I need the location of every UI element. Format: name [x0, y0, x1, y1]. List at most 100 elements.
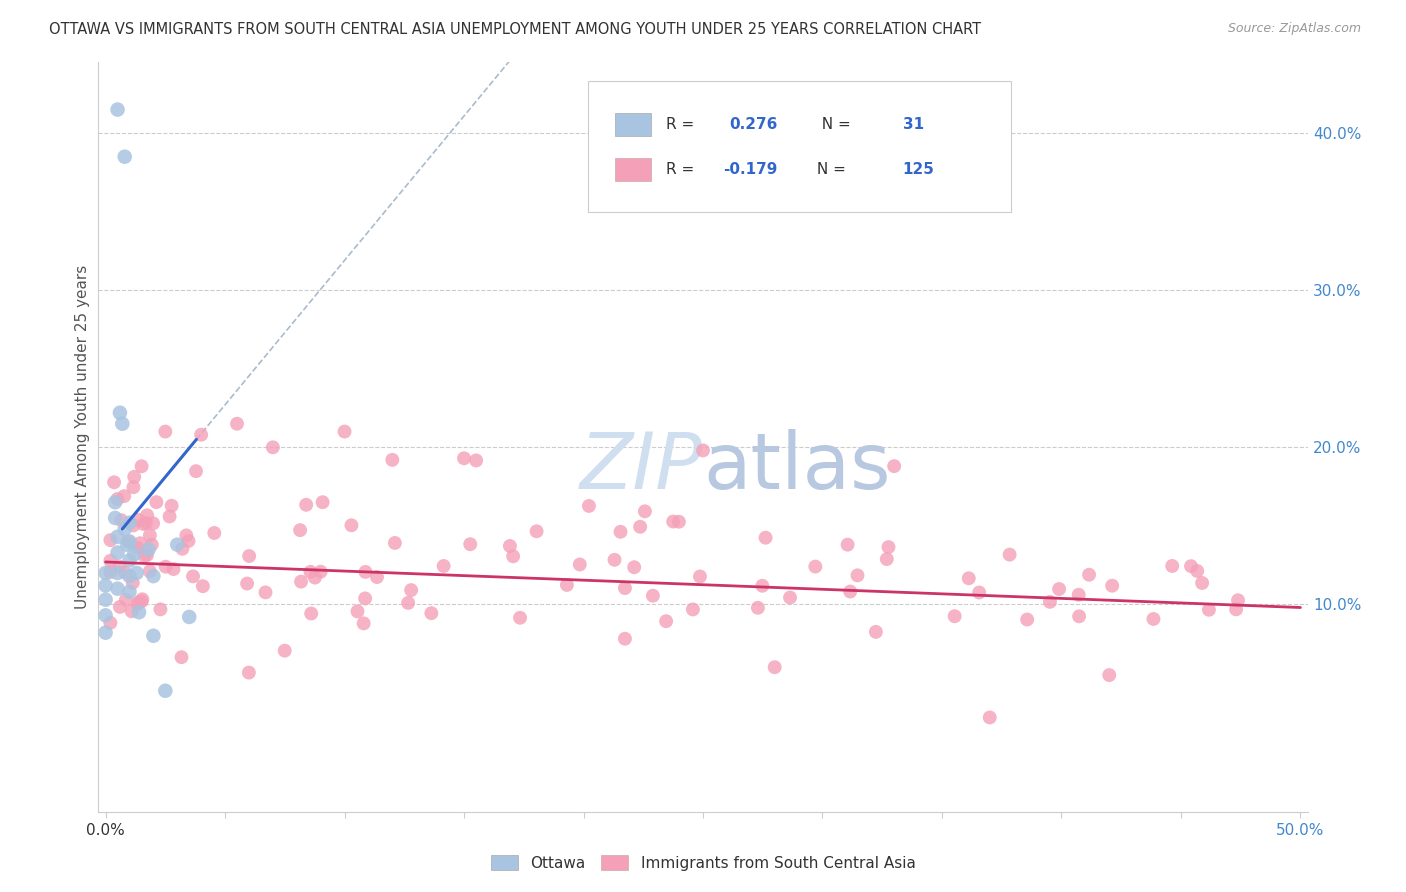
Point [118, 534, 141, 549]
Point [160, 499, 183, 513]
Point [114, 566, 136, 580]
Point [420, 606, 443, 620]
Point [141, 538, 163, 552]
Point [135, 516, 157, 530]
Point [1161, 558, 1184, 573]
Point [127, 513, 149, 527]
Text: 50.0%: 50.0% [1277, 822, 1324, 838]
Point [145, 495, 167, 509]
Point [779, 591, 801, 605]
Point [603, 553, 626, 567]
Point [170, 650, 193, 665]
Point [655, 614, 678, 628]
Point [111, 417, 134, 431]
Point [94, 625, 117, 640]
Point [299, 607, 322, 621]
Text: 0.276: 0.276 [730, 117, 778, 132]
Point [98, 554, 121, 568]
Text: R =: R = [665, 117, 703, 132]
Point [578, 499, 600, 513]
Text: Source: ZipAtlas.com: Source: ZipAtlas.com [1227, 22, 1361, 36]
Point [94, 578, 117, 592]
Point [1067, 588, 1090, 602]
Text: N =: N = [811, 162, 851, 178]
Point [107, 566, 129, 580]
Point [142, 629, 165, 643]
Text: R =: R = [665, 162, 699, 178]
Point [340, 518, 363, 533]
Point [1142, 612, 1164, 626]
Point [754, 531, 776, 545]
Point [131, 592, 153, 607]
Point [254, 585, 277, 599]
Point [613, 632, 636, 646]
Point [98, 615, 121, 630]
Point [979, 710, 1001, 724]
Point [122, 518, 145, 533]
Point [634, 504, 657, 518]
Point [526, 524, 548, 539]
Point [122, 470, 145, 484]
Point [162, 562, 184, 576]
Point [131, 594, 153, 608]
Point [118, 569, 141, 583]
Point [384, 536, 406, 550]
Point [1039, 595, 1062, 609]
Point [238, 549, 260, 563]
Point [98, 565, 121, 579]
Point [353, 616, 375, 631]
Text: -0.179: -0.179 [724, 162, 778, 178]
Point [366, 570, 388, 584]
Point [138, 542, 160, 557]
Point [226, 417, 249, 431]
Point [108, 599, 131, 614]
Point [1101, 579, 1123, 593]
Point [1225, 602, 1247, 616]
Point [136, 548, 159, 562]
Point [623, 560, 645, 574]
Point [131, 459, 153, 474]
Point [107, 530, 129, 544]
Point [128, 595, 150, 609]
Text: ZIP: ZIP [581, 429, 703, 505]
Point [179, 610, 201, 624]
Point [299, 565, 322, 579]
Point [309, 565, 332, 579]
Point [155, 683, 177, 698]
Point [839, 584, 862, 599]
Point [118, 553, 141, 567]
Point [107, 582, 129, 596]
Point [628, 520, 651, 534]
Point [107, 491, 129, 506]
Point [555, 578, 578, 592]
Point [118, 516, 141, 530]
Point [346, 604, 368, 618]
Point [692, 443, 714, 458]
Point [94, 608, 117, 623]
Point [837, 538, 859, 552]
Point [115, 592, 138, 607]
Point [142, 569, 165, 583]
Point [609, 524, 631, 539]
Point [115, 538, 138, 552]
Point [957, 571, 980, 585]
Point [1047, 582, 1070, 596]
Point [295, 498, 318, 512]
Point [134, 549, 156, 563]
Point [877, 540, 900, 554]
Point [139, 528, 162, 542]
Point [1191, 576, 1213, 591]
Point [129, 536, 152, 550]
Point [110, 513, 132, 527]
Point [108, 559, 131, 574]
Bar [614, 113, 651, 136]
Point [118, 584, 141, 599]
Point [689, 569, 711, 583]
Point [139, 564, 162, 578]
Point [433, 559, 456, 574]
Text: 31: 31 [903, 117, 924, 132]
Point [568, 558, 591, 572]
Point [238, 665, 260, 680]
Point [1180, 559, 1202, 574]
Point [1227, 593, 1250, 607]
